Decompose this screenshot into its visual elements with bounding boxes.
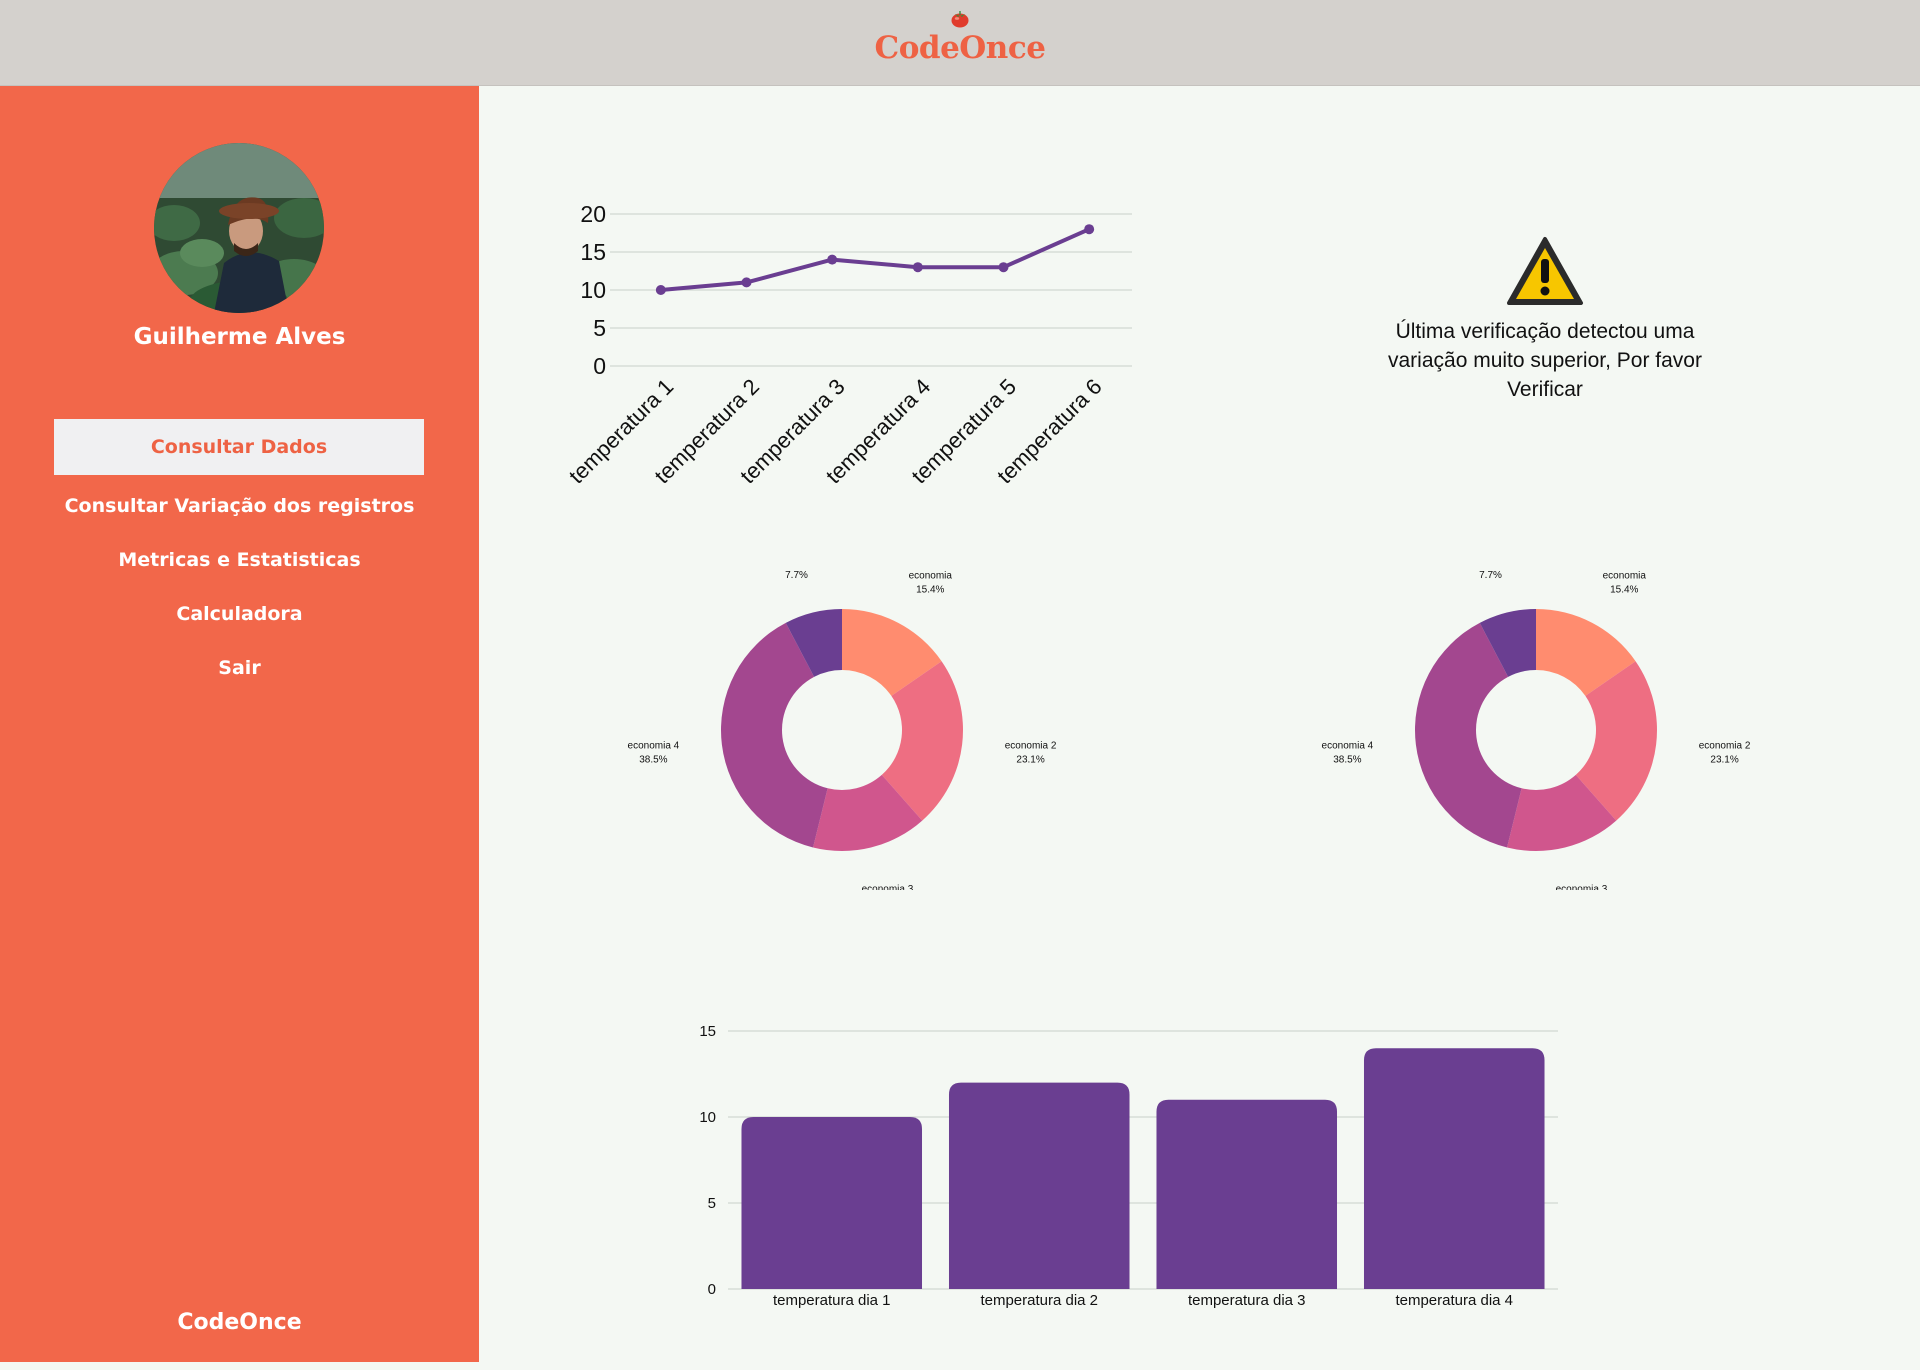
warning-icon xyxy=(1507,237,1583,305)
data-point xyxy=(655,285,666,295)
user-name: Guilherme Alves xyxy=(133,324,346,350)
slice-label: economia xyxy=(1603,570,1647,581)
donut-slice xyxy=(842,609,942,696)
y-tick-label: 15 xyxy=(580,239,606,265)
slice-label: economia 3 xyxy=(1556,884,1608,890)
y-tick-label: 5 xyxy=(708,1195,716,1212)
sidebar: Guilherme Alves Consultar Dados Consulta… xyxy=(0,86,479,1362)
top-bar: CodeOnce xyxy=(0,0,1920,86)
donut-slice xyxy=(881,661,963,821)
y-tick-label: 0 xyxy=(593,353,606,379)
donut-slice xyxy=(813,774,923,851)
slice-label: economia 3 xyxy=(862,884,914,890)
bar xyxy=(948,1082,1130,1289)
slice-percent: 38.5% xyxy=(1333,754,1361,765)
slice-label: economia 4 xyxy=(1322,740,1374,751)
donut-slice xyxy=(1536,609,1636,696)
y-tick-label: 0 xyxy=(708,1281,716,1298)
y-tick-label: 10 xyxy=(699,1109,716,1126)
sidebar-item-calculadora[interactable]: Calculadora xyxy=(176,603,303,625)
avatar-image xyxy=(154,143,324,313)
slice-percent: 7.7% xyxy=(785,570,808,581)
slice-percent: 15.4% xyxy=(1610,584,1638,595)
tomato-icon xyxy=(951,11,969,28)
x-tick-label: temperatura dia 4 xyxy=(1395,1292,1513,1309)
sidebar-item-consultar-dados[interactable]: Consultar Dados xyxy=(54,419,424,475)
sidebar-item-sair[interactable]: Sair xyxy=(218,657,261,679)
data-point xyxy=(998,262,1009,273)
bar xyxy=(1156,1099,1338,1289)
donut-slice xyxy=(1479,609,1536,677)
alert-panel: Última verificação detectou uma variação… xyxy=(1370,235,1720,404)
y-tick-label: 5 xyxy=(593,315,606,341)
donut-slice xyxy=(1415,622,1522,848)
slice-percent: 38.5% xyxy=(639,754,667,765)
sidebar-nav: Consultar Dados Consultar Variação dos r… xyxy=(0,419,479,695)
donut-slice xyxy=(785,609,842,677)
slice-label: economia 4 xyxy=(628,740,680,751)
series-line xyxy=(660,227,1090,292)
x-tick-label: temperatura dia 2 xyxy=(980,1292,1098,1309)
slice-label: economia 2 xyxy=(1699,740,1751,751)
slice-label: economia 2 xyxy=(1005,740,1057,751)
data-point xyxy=(741,277,752,288)
sidebar-footer: CodeOnce xyxy=(177,1310,302,1335)
sidebar-item-metricas[interactable]: Metricas e Estatisticas xyxy=(118,549,361,571)
brand[interactable]: CodeOnce xyxy=(0,10,1920,66)
donut-slice xyxy=(1575,661,1657,821)
bar-chart: 0 5 10 15 temperatura dia 1 temperatura dia 2… xyxy=(699,1023,1558,1309)
alert-message: Última verificação detectou uma variação… xyxy=(1388,320,1702,401)
data-point xyxy=(827,254,838,265)
bar xyxy=(741,1117,923,1289)
sidebar-item-consultar-variacao[interactable]: Consultar Variação dos registros xyxy=(64,495,415,517)
brand-name: CodeOnce xyxy=(874,30,1046,66)
avatar[interactable] xyxy=(154,143,324,313)
x-tick-label: temperatura dia 1 xyxy=(773,1292,891,1309)
bar xyxy=(1363,1048,1545,1289)
donut-slice xyxy=(1507,774,1617,851)
slice-percent: 15.4% xyxy=(916,584,944,595)
slice-label: economia xyxy=(909,570,953,581)
slice-percent: 23.1% xyxy=(1016,754,1044,765)
donut-slice xyxy=(721,622,828,848)
y-tick-label: 20 xyxy=(580,201,606,227)
x-tick-label: temperatura dia 3 xyxy=(1188,1292,1306,1309)
slice-percent: 23.1% xyxy=(1710,754,1738,765)
data-point xyxy=(1084,224,1095,235)
y-tick-label: 10 xyxy=(580,277,606,303)
y-tick-label: 15 xyxy=(699,1023,716,1040)
data-point xyxy=(912,262,923,273)
slice-percent: 7.7% xyxy=(1479,570,1502,581)
